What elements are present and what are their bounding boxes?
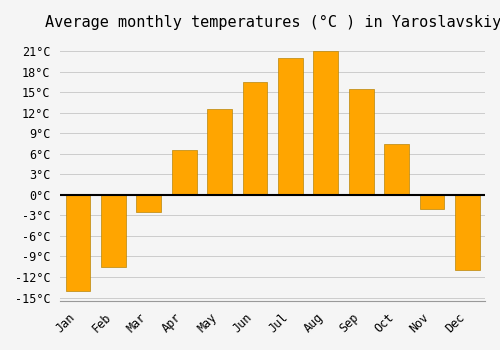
- Bar: [207, 109, 232, 195]
- Bar: [384, 144, 409, 195]
- Bar: [242, 82, 268, 195]
- Bar: [101, 195, 126, 267]
- Bar: [278, 58, 303, 195]
- Bar: [136, 195, 161, 212]
- Bar: [172, 150, 197, 195]
- Bar: [66, 195, 90, 291]
- Bar: [455, 195, 479, 270]
- Bar: [420, 195, 444, 209]
- Bar: [314, 51, 338, 195]
- Title: Average monthly temperatures (°C ) in Yaroslavskiy: Average monthly temperatures (°C ) in Ya…: [44, 15, 500, 30]
- Bar: [349, 89, 374, 195]
